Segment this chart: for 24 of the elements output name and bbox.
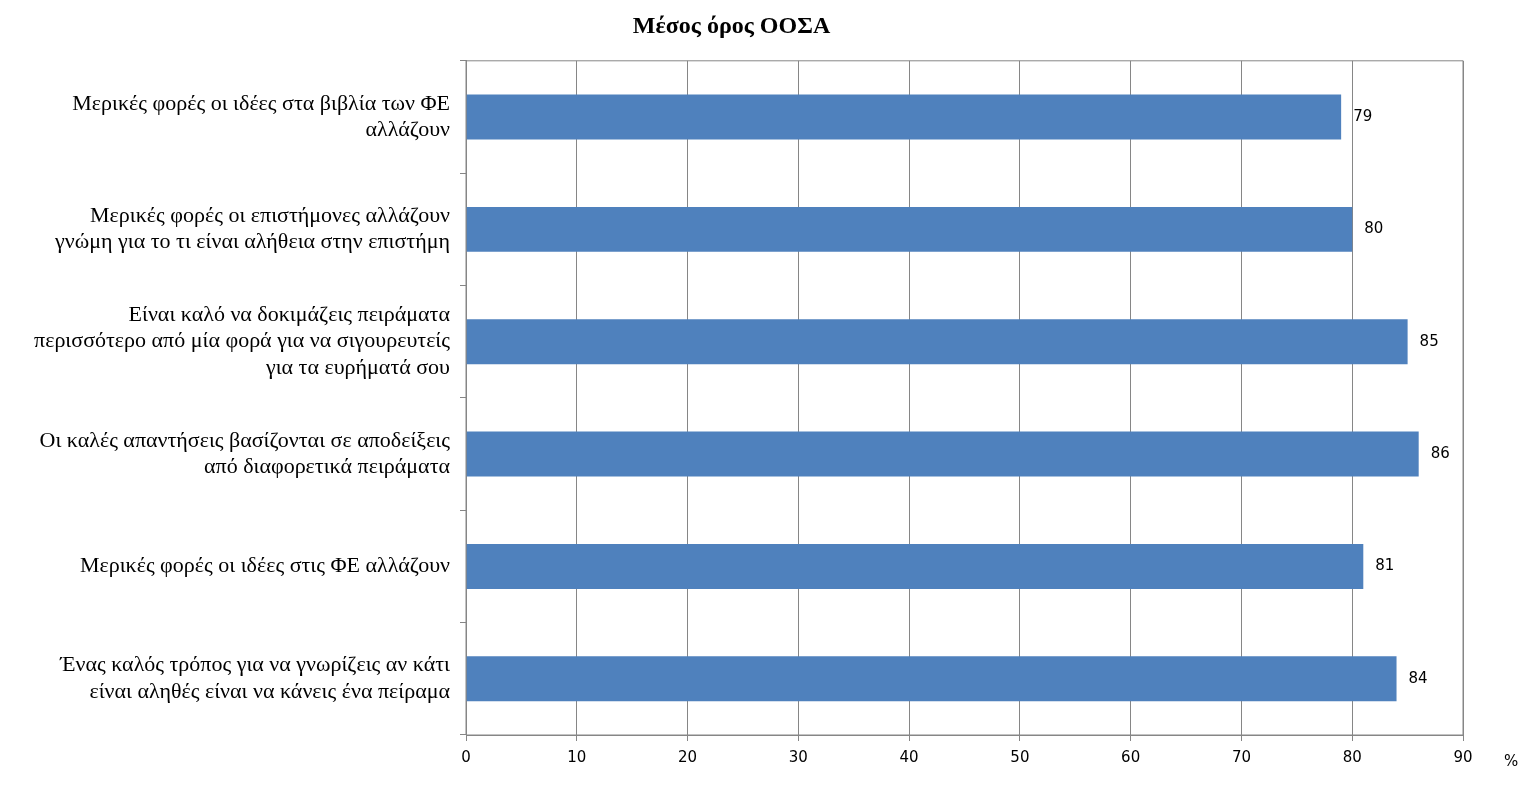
x-tick-label: 80 (1342, 747, 1362, 766)
x-tick-label: 0 (461, 747, 471, 766)
y-tick-label: Μερικές φορές οι ιδέες στα βιβλία των ΦΕ αλλάζουν (72, 89, 451, 141)
data-label: 86 (1430, 443, 1450, 462)
data-label: 84 (1408, 668, 1428, 687)
data-label: 80 (1364, 219, 1384, 238)
x-tick-label: 10 (567, 747, 587, 766)
x-tick-label: 30 (788, 747, 808, 766)
y-tick-label: Μερικές φορές οι επιστήμονες αλλάζουν γνώμη για το τι είναι αλήθεια στην επιστήμη (54, 201, 451, 254)
x-tick-label: 60 (1121, 747, 1141, 766)
chart-title: Μέσος όρος ΟΟΣΑ (632, 11, 831, 38)
x-tick-label: 90 (1453, 747, 1473, 766)
y-tick-label: Μερικές φορές οι ιδέες στις ΦΕ αλλάζουν (79, 552, 451, 578)
data-label: 85 (1419, 331, 1439, 350)
x-tick-label: 40 (899, 747, 919, 766)
data-label: 79 (1353, 106, 1373, 125)
x-axis-title: % (1503, 752, 1519, 771)
x-tick-label: 70 (1231, 747, 1251, 766)
y-tick-label: Ένας καλός τρόπος για να γνωρίζεις αν κάτι είναι αληθές είναι να κάνεις ένα πείραμα (59, 651, 451, 703)
x-tick-label: 50 (1010, 747, 1030, 766)
x-tick-label: 20 (678, 747, 698, 766)
y-tick-label: Οι καλές απαντήσεις βασίζονται σε αποδείξεις από διαφορετικά πειράματα (39, 426, 451, 479)
data-label: 81 (1375, 556, 1395, 575)
y-tick-label: Είναι καλό να δοκιμάζεις πειράματα περισσότερο από μία φορά για να σιγουρευτείς για τα ευρήματά σου (34, 301, 451, 379)
